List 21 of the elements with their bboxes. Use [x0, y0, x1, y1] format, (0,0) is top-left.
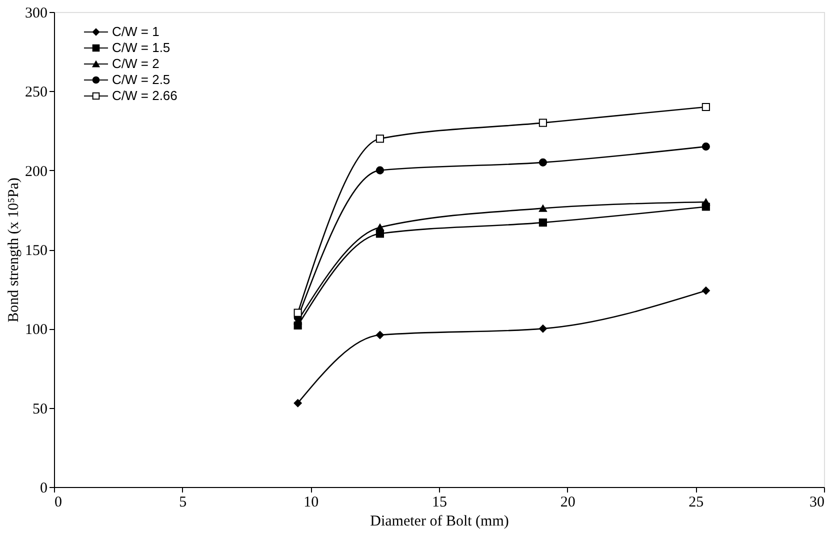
legend-label: C/W = 2.5: [112, 72, 170, 87]
x-axis-title: Diameter of Bolt (mm): [370, 514, 509, 530]
x-tick-label: 0: [54, 494, 62, 510]
y-tick-label: 0: [40, 480, 48, 496]
y-tick-label: 200: [25, 164, 48, 180]
y-axis-title: Bond strength (x 10⁵Pa): [6, 178, 22, 322]
x-tick-label: 10: [304, 494, 319, 510]
y-tick-label: 100: [25, 322, 48, 338]
x-tick-label: 5: [179, 494, 187, 510]
y-tick-label: 300: [25, 6, 48, 22]
x-tick-label: 20: [560, 494, 576, 510]
legend-label: C/W = 1.5: [112, 40, 170, 55]
x-tick-label: 15: [432, 494, 447, 510]
legend-label: C/W = 1: [112, 24, 160, 39]
legend-label: C/W = 2.66: [112, 88, 178, 103]
legend-label: C/W = 2: [112, 56, 160, 71]
y-tick-label: 150: [25, 243, 48, 259]
y-tick-label: 50: [32, 401, 48, 418]
x-tick-label: 25: [688, 494, 704, 510]
y-tick-label: 250: [25, 84, 48, 101]
x-tick-label: 30: [810, 494, 824, 510]
